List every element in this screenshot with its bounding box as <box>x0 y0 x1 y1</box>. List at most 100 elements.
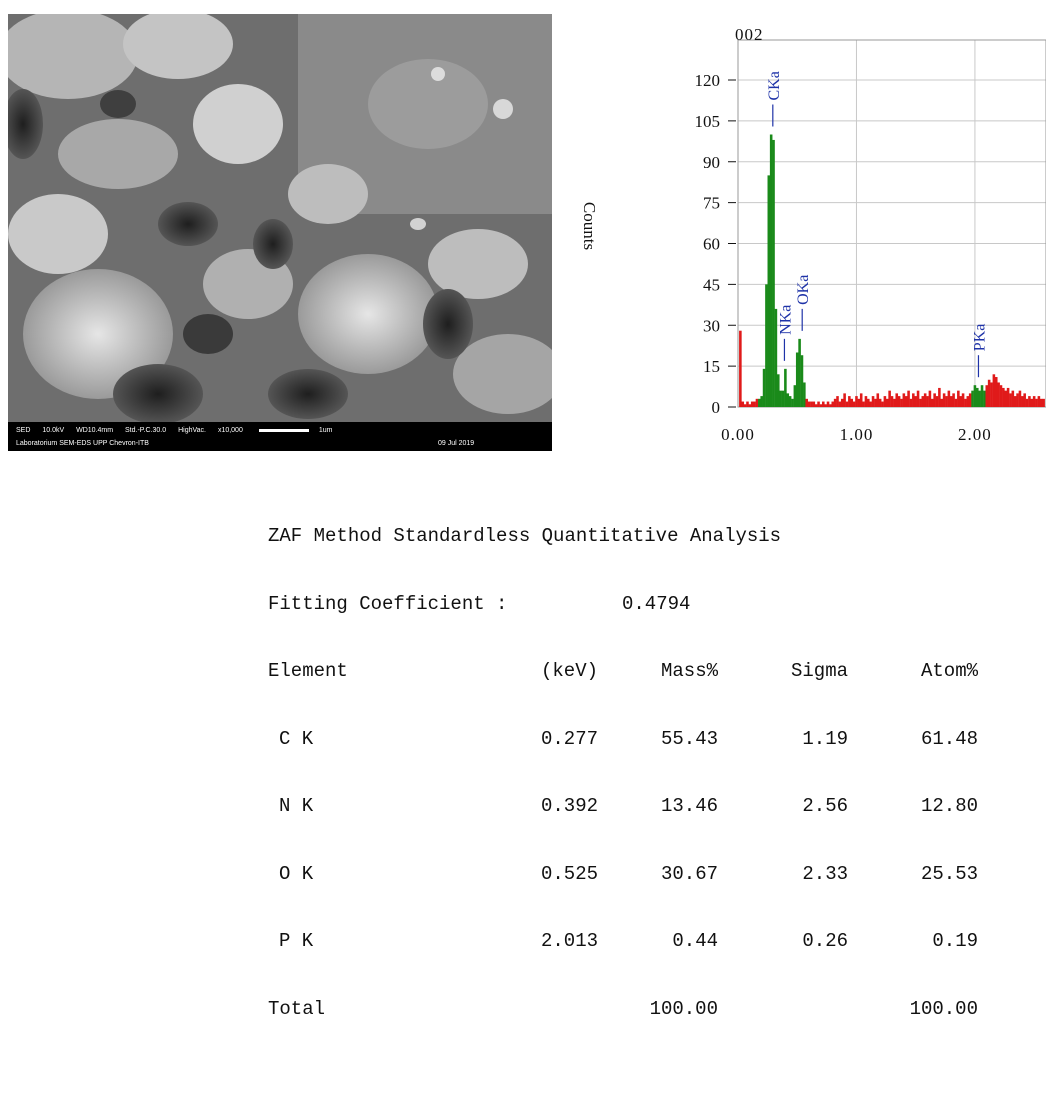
spectrum-bar <box>1032 396 1036 407</box>
spectrum-bar <box>874 398 877 407</box>
spectrum-bar <box>1011 390 1015 407</box>
row-sigma: 2.33 <box>802 862 848 885</box>
spectrum-bar <box>864 396 868 407</box>
spectrum-bar <box>895 393 899 407</box>
row-element: N K <box>279 795 314 817</box>
spectrum-bar <box>881 401 884 407</box>
y-tick-label: 60 <box>703 235 720 254</box>
spectrum-bar <box>814 404 818 407</box>
spectrum-bar <box>959 396 962 407</box>
spectrum-bar <box>876 393 880 407</box>
row-atom: 0.19 <box>932 930 978 952</box>
sem-date: 09 Jul 2019 <box>438 440 475 447</box>
spectrum-bar <box>840 398 844 407</box>
spectrum-bar <box>933 393 936 407</box>
spectrum-bar <box>978 390 981 407</box>
spectrum-bar <box>904 396 908 407</box>
spectrum-bar <box>935 396 939 407</box>
spectrum-bar <box>869 401 872 407</box>
spectrum-bar <box>909 398 913 407</box>
x-tick-label: 2.00 <box>958 425 992 444</box>
spectrum-bar <box>791 398 794 407</box>
spectrum-bar <box>741 401 745 407</box>
row-element: P K <box>279 930 314 952</box>
sem-micrograph: SED 10.0kV WD10.4mm Std.-P.C.30.0 HighVa… <box>8 14 552 451</box>
spectrum-bar <box>776 374 780 407</box>
scale-bar <box>258 428 309 432</box>
spectrum-bar <box>1039 398 1043 407</box>
spectrum-bar <box>945 396 948 407</box>
peak-label: PKa <box>971 324 988 352</box>
spectrum-bar <box>812 401 816 407</box>
row-sigma: 2.56 <box>802 795 848 817</box>
table-total-row: Total 100.00 100.00 <box>268 998 1008 1021</box>
row-kev: 0.525 <box>540 862 598 885</box>
row-mass: 13.46 <box>660 795 718 817</box>
chart-title: 002 <box>735 25 764 44</box>
spectrum-bar <box>902 393 906 407</box>
y-axis-label: Counts <box>580 202 599 250</box>
y-tick-label: 30 <box>703 316 720 335</box>
row-sigma: 1.19 <box>802 727 848 750</box>
row-element: C K <box>279 727 314 750</box>
spectrum-bar <box>949 396 953 407</box>
spectrum-bar <box>857 398 861 407</box>
spectrum-bar <box>805 398 808 407</box>
y-tick-label: 0 <box>712 398 721 417</box>
spectrum-bar <box>985 385 989 407</box>
spectrum-bar <box>767 175 771 407</box>
spectrum-bar <box>769 134 773 407</box>
spectrum-bar <box>961 393 965 407</box>
spectrum-bar <box>971 390 974 407</box>
spectrum-bar <box>779 390 782 407</box>
y-tick-label: 120 <box>695 71 721 90</box>
spectrum-bar <box>919 398 922 407</box>
spectrum-bar <box>1006 387 1010 407</box>
spectrum-bar <box>883 396 887 407</box>
spectrum-bar <box>824 404 827 407</box>
spectrum-bar <box>914 396 917 407</box>
row-kev: 0.392 <box>540 795 598 817</box>
spectrum-bar <box>762 368 766 407</box>
x-axis-ticks: 0.00 1.00 2.00 <box>721 425 992 444</box>
spectrum-bar <box>966 396 970 407</box>
spectrum-bar <box>957 390 960 407</box>
sem-magnification: x10,000 <box>217 427 243 434</box>
spectrum-bar <box>990 382 993 407</box>
spectrum-bar <box>1042 398 1045 407</box>
spectrum-bar <box>1030 398 1034 407</box>
spectrum-bar <box>1004 390 1008 407</box>
sem-voltage: 10.0kV <box>42 427 65 434</box>
spectrum-bar <box>1025 398 1029 407</box>
spectrum-bar <box>845 401 849 407</box>
row-mass: 30.67 <box>660 862 718 885</box>
row-sigma: 0.26 <box>802 930 848 952</box>
spectrum-bar <box>926 396 929 407</box>
spectrum-bar <box>867 398 870 407</box>
row-mass: 55.43 <box>660 727 718 750</box>
y-tick-label: 45 <box>703 275 720 294</box>
spectrum-bar <box>973 385 977 407</box>
sem-detector: SED <box>16 427 31 434</box>
spectrum-bar <box>999 385 1003 407</box>
spectrum-bar <box>1035 398 1038 407</box>
sem-image <box>8 14 552 422</box>
spectrum-bar <box>912 393 915 407</box>
spectrum-bar <box>803 382 806 407</box>
spectrum-bar <box>795 352 799 407</box>
spectrum-bar <box>810 401 813 407</box>
spectrum-bar <box>855 396 858 407</box>
spectrum-bar <box>774 308 778 407</box>
spectrum-bar <box>992 374 996 407</box>
row-atom: 25.53 <box>920 862 978 885</box>
spectrum-bar <box>852 401 856 407</box>
spectrum-bar <box>997 382 1000 407</box>
spectrum-bar <box>826 401 830 407</box>
row-atom: 12.80 <box>920 795 978 817</box>
sem-vacuum: HighVac. <box>178 427 206 434</box>
header-mass: Mass% <box>660 660 718 682</box>
spectrum-bar <box>928 390 932 407</box>
row-kev: 0.277 <box>540 727 598 750</box>
spectrum-bar <box>952 393 955 407</box>
